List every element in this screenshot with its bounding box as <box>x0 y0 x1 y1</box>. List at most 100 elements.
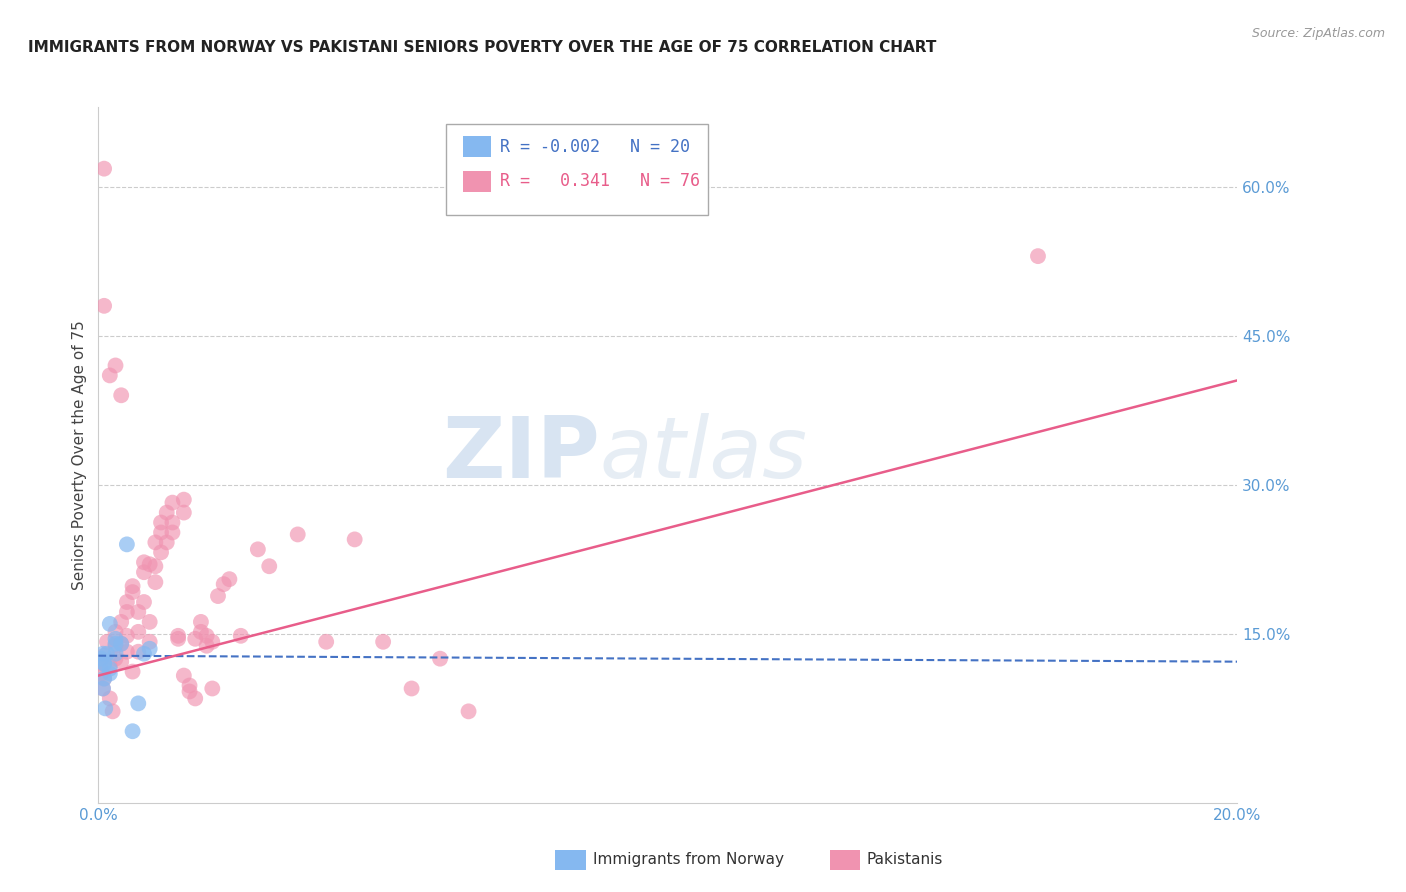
Point <box>104 624 127 639</box>
Point <box>457 704 479 718</box>
Point <box>96 634 118 648</box>
Point <box>156 535 179 549</box>
Point <box>121 585 143 599</box>
Point <box>91 647 114 661</box>
Point <box>132 595 155 609</box>
Point <box>218 572 240 586</box>
Point <box>145 535 167 549</box>
Point <box>110 615 132 629</box>
Text: Source: ZipAtlas.com: Source: ZipAtlas.com <box>1251 27 1385 40</box>
Text: Immigrants from Norway: Immigrants from Norway <box>593 853 785 867</box>
Point <box>127 697 149 711</box>
Point <box>162 516 184 530</box>
Point <box>246 542 269 557</box>
Point <box>401 681 423 696</box>
Text: ZIP: ZIP <box>441 413 599 497</box>
Point <box>229 629 252 643</box>
Point <box>150 545 173 559</box>
Point <box>91 681 114 696</box>
Point <box>115 645 138 659</box>
Point <box>212 577 235 591</box>
Point <box>93 672 115 686</box>
Point <box>93 299 115 313</box>
Point <box>98 691 121 706</box>
Point <box>138 558 160 572</box>
Point <box>195 639 218 653</box>
Point <box>373 634 395 648</box>
Point <box>138 615 160 629</box>
Text: Pakistanis: Pakistanis <box>866 853 942 867</box>
Point <box>110 388 132 402</box>
Point <box>179 679 201 693</box>
FancyBboxPatch shape <box>463 136 491 157</box>
Point <box>1026 249 1049 263</box>
Point <box>93 657 115 671</box>
Point <box>138 641 160 656</box>
Point <box>121 579 143 593</box>
Point <box>93 648 115 663</box>
Point <box>173 492 195 507</box>
Point <box>145 575 167 590</box>
Text: atlas: atlas <box>599 413 807 497</box>
Point <box>91 681 114 696</box>
Point <box>145 559 167 574</box>
Point <box>96 647 118 661</box>
Point <box>121 665 143 679</box>
Point <box>104 651 127 665</box>
Point <box>167 629 190 643</box>
Point <box>94 701 117 715</box>
Point <box>201 634 224 648</box>
Point <box>127 605 149 619</box>
Point <box>343 533 366 547</box>
Point <box>110 637 132 651</box>
Point <box>110 637 132 651</box>
Point <box>132 555 155 569</box>
Point <box>132 565 155 579</box>
Point <box>315 634 337 648</box>
Text: R =   0.341   N = 76: R = 0.341 N = 76 <box>501 172 700 191</box>
Point <box>173 668 195 682</box>
Point <box>150 516 173 530</box>
Point <box>162 495 184 509</box>
Point <box>115 629 138 643</box>
Point <box>90 666 112 681</box>
Point <box>184 691 207 706</box>
Point <box>190 624 212 639</box>
Y-axis label: Seniors Poverty Over the Age of 75: Seniors Poverty Over the Age of 75 <box>72 320 87 590</box>
Point <box>201 681 224 696</box>
Point <box>162 525 184 540</box>
Point <box>179 684 201 698</box>
Point <box>429 651 451 665</box>
Point <box>259 559 281 574</box>
Point <box>104 359 127 373</box>
Point <box>150 525 173 540</box>
Point <box>98 658 121 673</box>
Point <box>167 632 190 646</box>
Point <box>121 724 143 739</box>
Point <box>101 704 124 718</box>
Point <box>173 506 195 520</box>
Point <box>110 655 132 669</box>
Point <box>115 595 138 609</box>
Point <box>93 161 115 176</box>
Point <box>184 632 207 646</box>
Point <box>195 629 218 643</box>
Point <box>127 624 149 639</box>
FancyBboxPatch shape <box>446 124 707 215</box>
Point <box>287 527 309 541</box>
Text: R = -0.002   N = 20: R = -0.002 N = 20 <box>501 137 690 156</box>
Point <box>127 645 149 659</box>
Point <box>98 666 121 681</box>
Point <box>93 672 115 686</box>
Point <box>115 537 138 551</box>
Point <box>190 615 212 629</box>
Point <box>90 651 112 665</box>
Point <box>156 506 179 520</box>
FancyBboxPatch shape <box>463 171 491 192</box>
Point <box>115 605 138 619</box>
Point <box>98 662 121 676</box>
Point <box>104 632 127 646</box>
Point <box>98 616 121 631</box>
Point <box>104 639 127 653</box>
Point <box>89 657 111 671</box>
